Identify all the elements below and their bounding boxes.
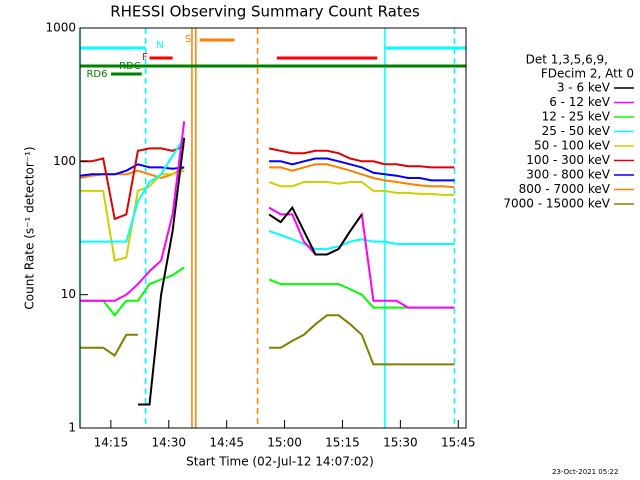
legend-label: 100 - 300 keV: [526, 153, 610, 167]
flag-label: RDC: [119, 61, 141, 72]
legend-label: 800 - 7000 keV: [519, 182, 611, 196]
x-tick-label: 15:15: [325, 436, 360, 450]
y-tick-label: 1: [68, 421, 76, 435]
flag-label: S: [185, 34, 191, 45]
x-tick-label: 15:30: [383, 436, 418, 450]
flag-label: F: [142, 52, 148, 63]
flag-label: RD6: [86, 69, 107, 80]
timestamp: 23-Oct-2021 05:22: [552, 468, 618, 476]
x-tick-label: 14:45: [209, 436, 244, 450]
legend-header: Det 1,3,5,6,9,: [526, 53, 608, 67]
series-line: [80, 145, 455, 221]
legend-header: FDecim 2, Att 0: [541, 67, 634, 81]
legend-label: 12 - 25 keV: [542, 110, 611, 124]
series-line: [137, 137, 363, 406]
legend-label: 25 - 50 keV: [542, 124, 611, 138]
legend-label: 300 - 800 keV: [526, 168, 610, 182]
x-axis-label: Start Time (02-Jul-12 14:07:02): [186, 455, 374, 469]
flag-label: N: [156, 40, 163, 51]
chart-title: RHESSI Observing Summary Count Rates: [110, 3, 420, 21]
y-tick-label: 10: [61, 287, 76, 301]
x-tick-label: 14:30: [151, 436, 186, 450]
y-axis-label: Count Rate (s⁻¹ detector⁻¹): [23, 146, 37, 309]
series-line: [80, 137, 455, 250]
y-tick-label: 100: [53, 154, 76, 168]
legend-label: 50 - 100 keV: [534, 139, 611, 153]
series-line: [80, 314, 455, 366]
series-line: [80, 157, 455, 182]
legend-label: 6 - 12 keV: [549, 95, 611, 109]
legend-label: 7000 - 15000 keV: [503, 197, 610, 211]
y-tick-label: 1000: [45, 21, 76, 35]
x-tick-label: 14:15: [94, 436, 129, 450]
plot-frame: [79, 27, 467, 429]
x-tick-label: 15:00: [267, 436, 302, 450]
legend-label: 3 - 6 keV: [557, 81, 611, 95]
x-tick-label: 15:45: [441, 436, 476, 450]
